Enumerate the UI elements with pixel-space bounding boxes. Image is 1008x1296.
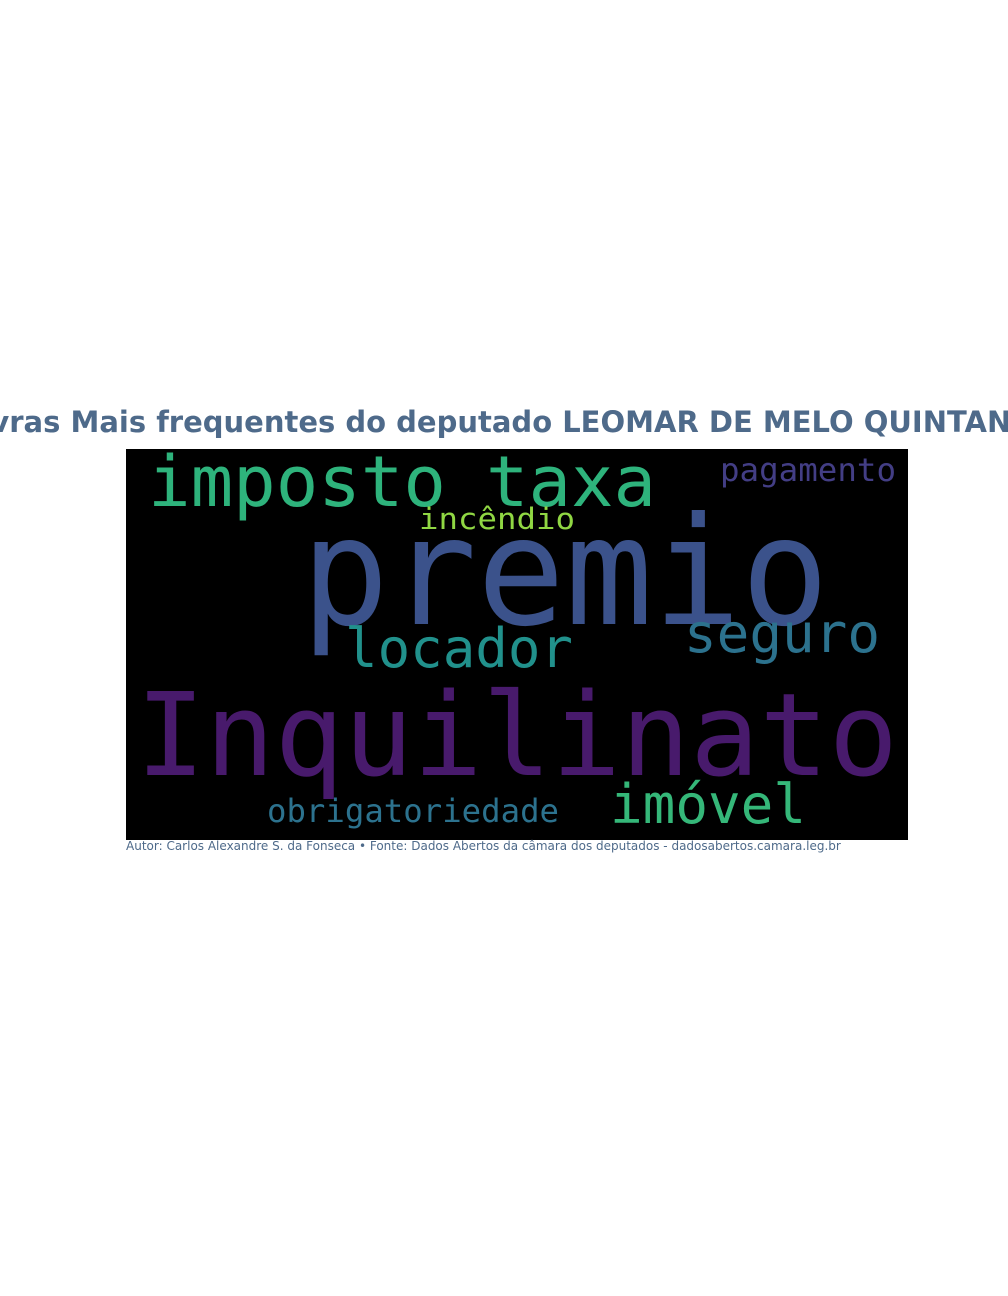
word-inquilinato: Inquilinato [136, 669, 898, 803]
word-obrigatoriedade: obrigatoriedade [267, 792, 559, 830]
word-locador: locador [345, 617, 573, 680]
source-credit: Autor: Carlos Alexandre S. da Fonseca • … [126, 839, 841, 853]
word-imovel: imóvel [610, 773, 806, 836]
word-cloud: Inquilinato premio imposto taxa locador segur… [126, 449, 908, 840]
word-seguro: seguro [684, 602, 880, 665]
word-taxa: taxa [486, 449, 656, 523]
word-premio: premio [301, 486, 829, 660]
word-incendio: incêndio [419, 502, 575, 536]
word-pagamento: pagamento [720, 451, 896, 489]
word-imposto: imposto [148, 449, 446, 523]
chart-title: Palavras Mais frequentes do deputado LEO… [0, 405, 1008, 439]
